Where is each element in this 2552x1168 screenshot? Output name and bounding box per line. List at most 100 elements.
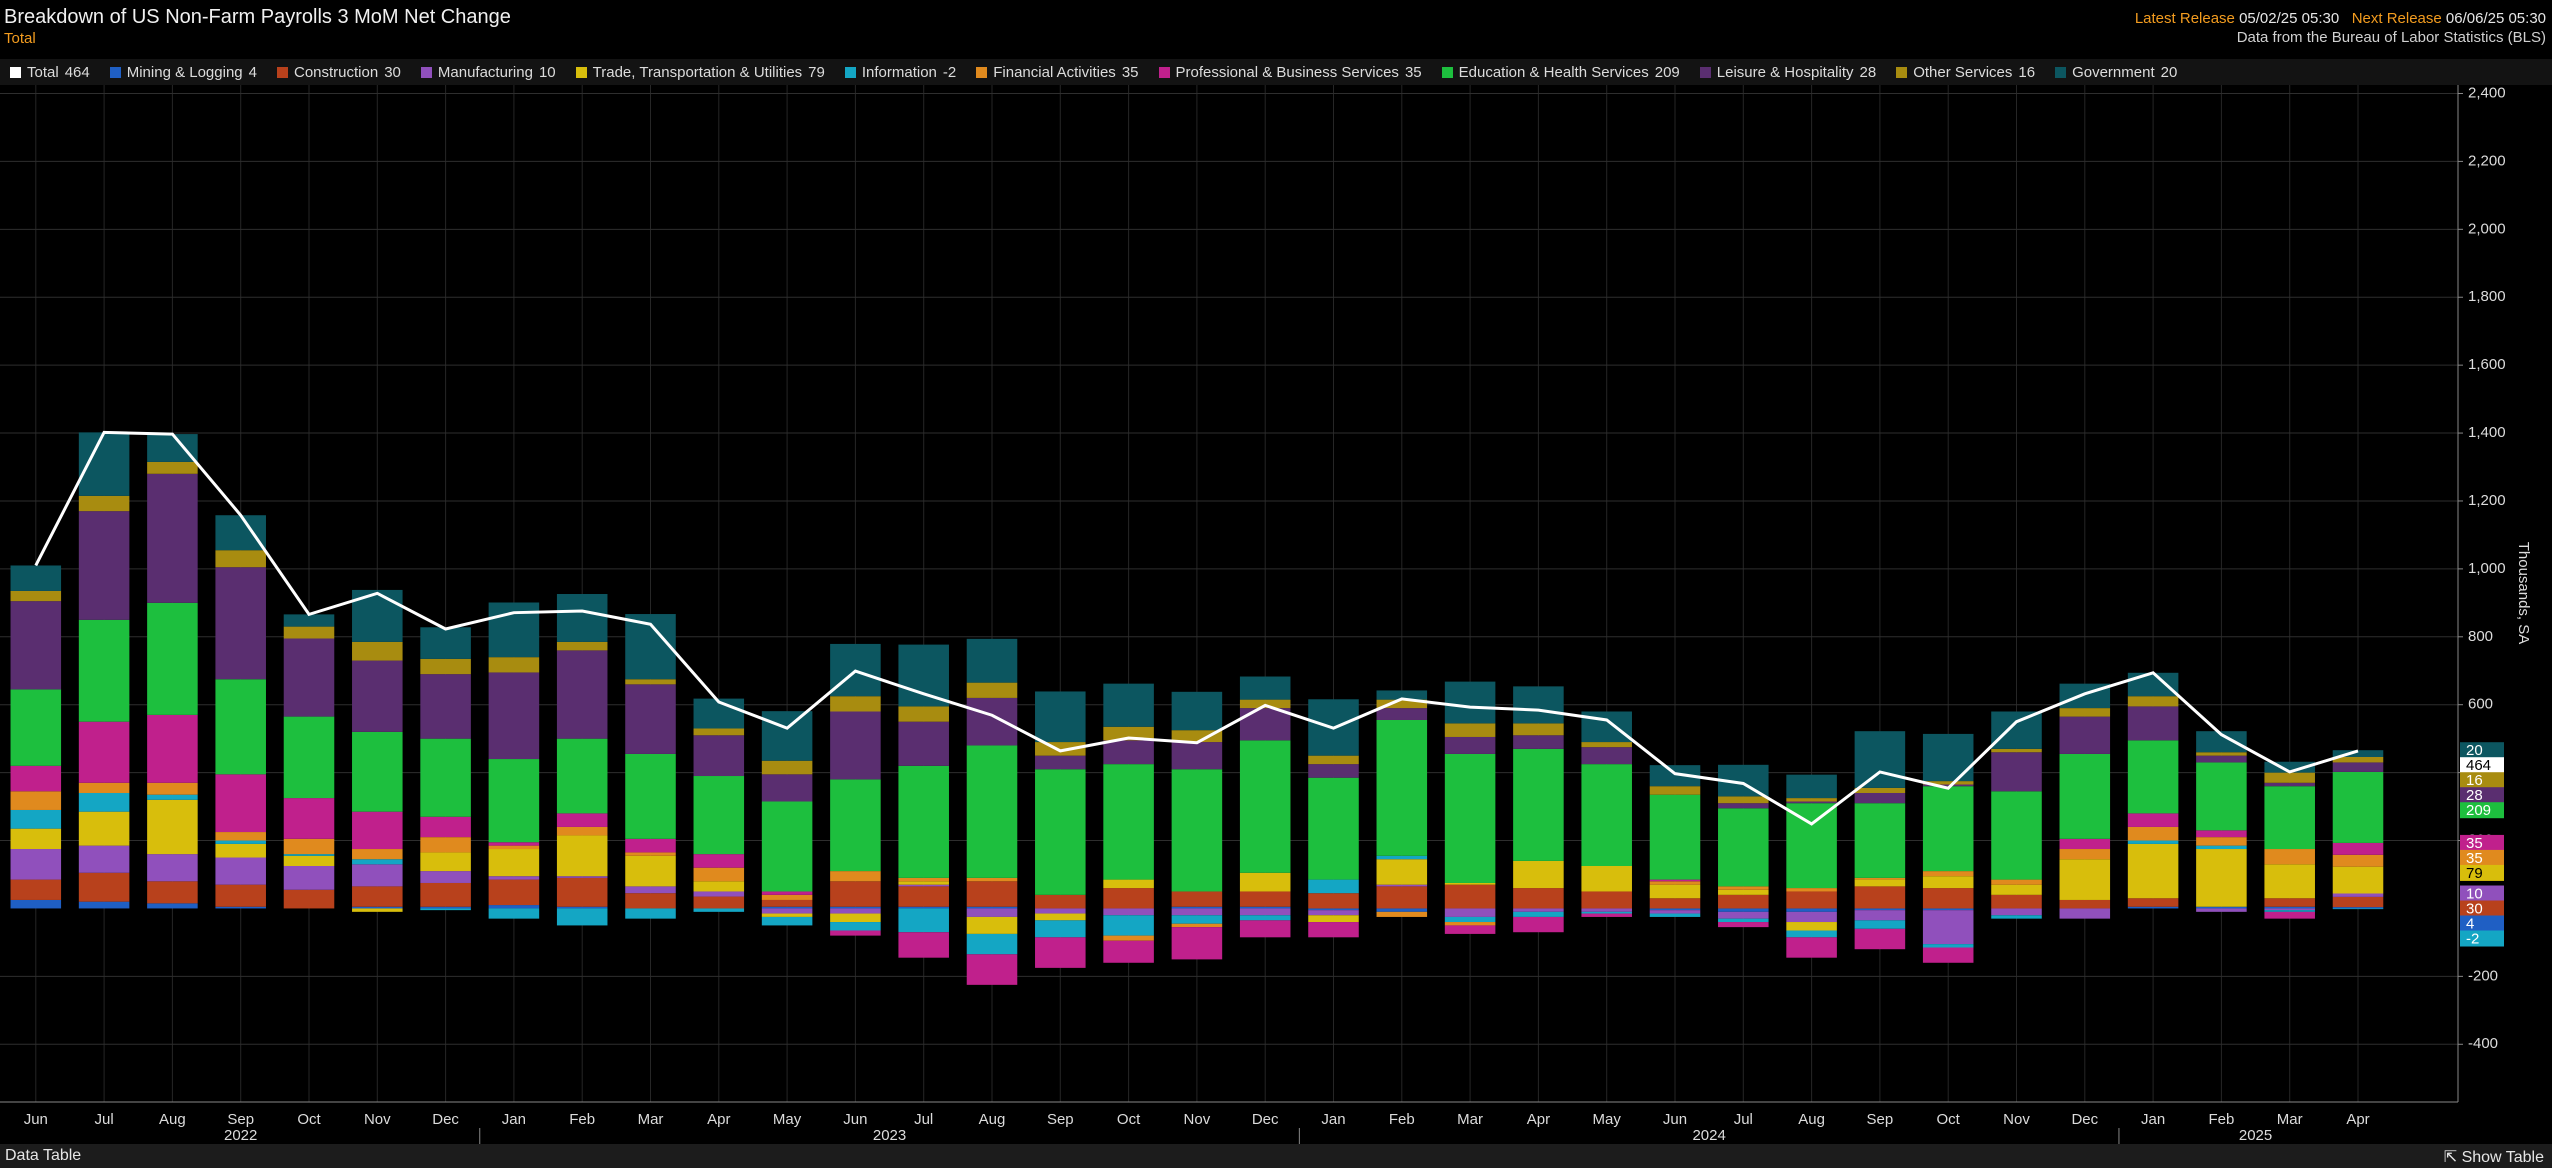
last-value-label: 209: [2460, 802, 2504, 819]
data-table-button[interactable]: Data Table: [5, 1147, 82, 1164]
bar-segment: [78, 872, 130, 902]
x-tick-label: Dec: [432, 1111, 459, 1128]
bar-segment: [1649, 786, 1701, 795]
bar-segment: [147, 799, 198, 855]
show-table-button[interactable]: ⇱ Show Table: [2443, 1149, 2544, 1166]
bar-segment: [966, 697, 1018, 746]
bar-segment: [830, 871, 881, 882]
legend-value: 79: [808, 63, 825, 81]
bar-segment: [1649, 879, 1701, 882]
bar-segment: [556, 813, 608, 827]
bar-segment: [2196, 731, 2247, 753]
legend-item: Professional & Business Services 35: [1158, 63, 1422, 81]
bar-segment: [625, 679, 676, 685]
chart: -400-2002004006008001,0001,2001,4001,600…: [0, 84, 2532, 1144]
x-tick-label: Jan: [502, 1111, 526, 1128]
bar-segment: [2196, 849, 2247, 907]
legend-swatch: [1699, 66, 1711, 78]
bar-segment: [898, 932, 949, 958]
bar-segment: [1308, 893, 1359, 909]
bar-segment: [420, 627, 471, 659]
bar-segment: [215, 906, 266, 909]
legend: Total 464 Mining & Logging 4 Construction 30 M…: [0, 59, 2552, 85]
bar-segment: [1513, 748, 1564, 861]
bar-segment: [898, 886, 949, 907]
x-tick-label: Jul: [95, 1111, 114, 1128]
bar-segment: [2196, 762, 2247, 831]
bar-segment: [215, 679, 266, 775]
year-label: 2022: [224, 1127, 257, 1144]
bar-segment: [898, 706, 949, 722]
legend-item: Information -2: [844, 64, 956, 81]
bar-segment: [1854, 920, 1906, 929]
bar-segment: [2264, 906, 2315, 909]
bar-segment: [2127, 706, 2179, 741]
bar-segment: [625, 684, 676, 754]
bar-segment: [1786, 908, 1837, 912]
year-label: 2023: [873, 1127, 906, 1144]
bar-segment: [1922, 947, 1974, 963]
bar-segment: [78, 511, 130, 620]
bar-segment: [761, 899, 813, 907]
bar-segment: [420, 882, 471, 907]
bar-segment: [10, 590, 62, 602]
legend-value: 35: [1404, 63, 1422, 81]
bar-segment: [830, 906, 881, 909]
bar-segment: [693, 854, 745, 868]
bar-segment: [283, 716, 335, 799]
last-value-label: 4: [2460, 915, 2504, 932]
bar-segment: [1718, 908, 1769, 912]
bar-segment: [147, 602, 198, 715]
bar-segment: [761, 774, 813, 802]
y-tick-label: 2,200: [2468, 152, 2506, 169]
bar-segment: [1171, 923, 1223, 928]
total-line: [34, 430, 2359, 826]
bar-segment: [2196, 837, 2247, 846]
bar-segment: [352, 731, 403, 812]
bar-segment: [420, 871, 471, 883]
x-tick-label: Jul: [1734, 1111, 1753, 1128]
bar-segment: [1103, 940, 1154, 963]
bar-segment: [1581, 866, 1632, 892]
legend-swatch: [1441, 66, 1453, 78]
bar-segment: [1991, 748, 2042, 753]
bar-segment: [1718, 808, 1769, 887]
bar-segment: [147, 714, 198, 783]
y-tick-label: 2,400: [2468, 84, 2506, 101]
last-value-label: 464: [2460, 757, 2504, 774]
bar-segment: [1922, 910, 1974, 945]
bar-segment: [2264, 911, 2315, 919]
bar-segment: [1854, 877, 1906, 880]
x-tick-label: Jun: [843, 1111, 867, 1128]
bar-segment: [1718, 796, 1769, 804]
bar-segment: [352, 859, 403, 865]
chart-title: Breakdown of US Non-Farm Payrolls 3 MoM …: [4, 6, 511, 28]
bar-segment: [2332, 866, 2384, 894]
bar-segment: [1786, 930, 1837, 938]
bar-segment: [10, 765, 62, 792]
bar-segment: [1513, 860, 1564, 889]
bar-segment: [830, 908, 881, 914]
bar-segment: [2059, 859, 2111, 900]
bar-segment: [147, 434, 198, 462]
legend-swatch: [420, 66, 432, 78]
bar-segment: [830, 696, 881, 712]
bar-segment: [1035, 908, 1086, 914]
last-value-box: [2460, 772, 2504, 789]
bar-segment: [215, 832, 266, 841]
bar-segment: [1854, 908, 1906, 911]
bar-segment: [2264, 898, 2315, 907]
bar-segment: [1376, 719, 1428, 856]
y-tick-label: -200: [2468, 967, 2498, 984]
last-value-box: [2460, 757, 2504, 774]
bar-segment: [1171, 915, 1223, 924]
bar-segment: [556, 826, 608, 836]
bar-segment: [215, 857, 266, 885]
bar-segment: [1308, 777, 1359, 880]
bar-segment: [215, 840, 266, 844]
bar-segment: [556, 641, 608, 651]
bar-segment: [2196, 752, 2247, 756]
bar-segment: [966, 638, 1018, 683]
bar-segment: [1171, 927, 1223, 960]
